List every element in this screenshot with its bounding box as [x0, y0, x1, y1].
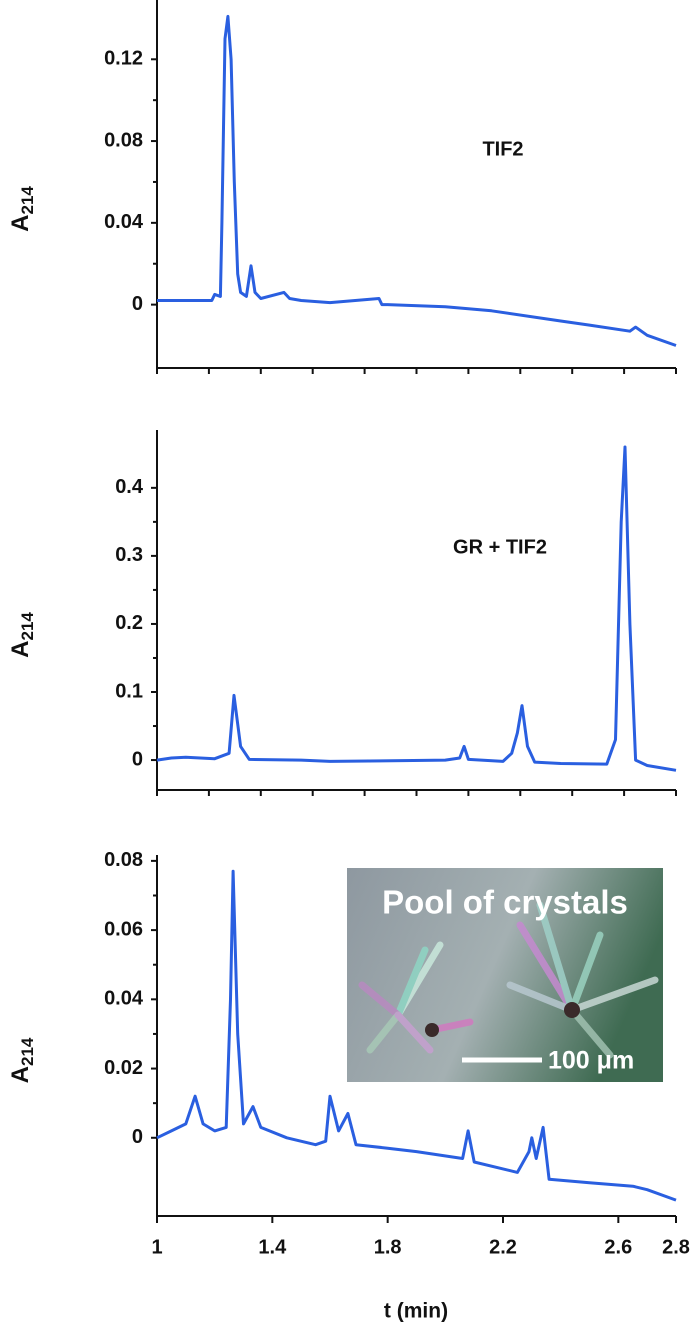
inset-scale-label: 100 μm: [548, 1047, 634, 1075]
y-tick-label: 0.04: [104, 211, 144, 233]
x-tick-label: 2.8: [662, 1236, 690, 1258]
y-tick-label: 0.1: [115, 680, 143, 702]
inset-photo: [347, 868, 663, 1082]
y-axis-title: A214: [7, 186, 37, 232]
y-axis-title: A214: [7, 1037, 37, 1083]
x-tick-label: 1.4: [258, 1236, 287, 1258]
data-line: [156, 869, 677, 1202]
y-tick-label: 0.3: [115, 544, 143, 566]
y-tick-label: 0: [132, 293, 143, 315]
x-tick-label: 1: [151, 1236, 162, 1258]
x-tick-label: 1.8: [374, 1236, 402, 1258]
annotation: GR + TIF2: [453, 536, 547, 558]
data-line: [157, 14, 677, 347]
y-axis-title-main: A: [7, 215, 34, 232]
data-line: [156, 445, 677, 772]
x-tick-label: 2.6: [604, 1236, 632, 1258]
y-axis-title-subscript: 214: [18, 1037, 37, 1066]
y-axis-title-subscript: 214: [18, 186, 37, 215]
y-tick-label: 0.08: [104, 849, 143, 871]
y-tick-label: 0: [132, 748, 143, 770]
y-axis-title-subscript: 214: [18, 612, 37, 641]
x-axis-title: t (min): [384, 1300, 448, 1323]
y-tick-label: 0.06: [104, 918, 143, 940]
y-tick-label: 0.4: [115, 476, 144, 498]
y-tick-label: 0.08: [104, 129, 143, 151]
annotation: TIF2: [482, 138, 523, 160]
y-tick-label: 0.2: [115, 612, 143, 634]
y-tick-label: 0: [132, 1126, 143, 1148]
inset-title: Pool of crystals: [382, 884, 628, 921]
y-axis-title-main: A: [7, 641, 34, 658]
y-tick-label: 0.02: [104, 1057, 143, 1079]
y-tick-label: 0.04: [104, 988, 144, 1010]
y-axis-title-main: A: [7, 1066, 34, 1083]
y-tick-label: 0.12: [104, 48, 143, 70]
y-axis-title: A214: [7, 612, 37, 658]
charts: 00.040.080.12A21400.10.20.30.4A21400.020…: [7, 0, 690, 1258]
x-tick-label: 2.2: [489, 1236, 517, 1258]
